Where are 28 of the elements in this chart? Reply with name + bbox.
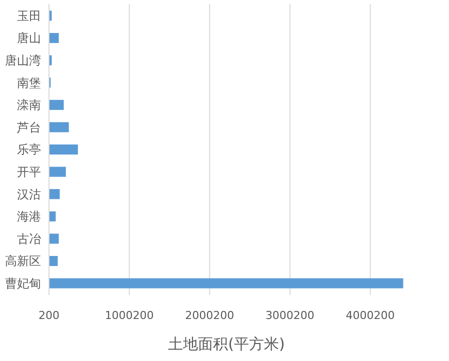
y-tick-label: 曹妃甸: [5, 276, 41, 290]
y-tick-label: 玉田: [17, 8, 41, 23]
bar: [49, 100, 64, 110]
y-tick-label: 芦台: [17, 120, 41, 134]
bar: [49, 32, 59, 44]
bar: [49, 122, 69, 132]
x-tick-label: 2000200: [185, 309, 234, 322]
y-tick-label: 滦南: [17, 98, 41, 112]
y-tick-label: 南堡: [17, 76, 41, 90]
y-tick-label: 古冶: [17, 232, 41, 246]
x-tick-label: 1000200: [104, 309, 154, 322]
bar: [49, 144, 78, 155]
bar: [49, 166, 66, 177]
bar: [49, 234, 59, 244]
bar: [49, 256, 58, 266]
y-tick-label: 乐亭: [17, 142, 41, 157]
y-tick-label: 高新区: [5, 254, 41, 268]
y-tick-label: 开平: [17, 165, 41, 179]
x-tick-label: 4000200: [346, 309, 395, 322]
x-tick-label: 3000200: [265, 309, 314, 322]
bar: [49, 278, 404, 288]
x-tick-label: 200: [38, 309, 60, 322]
bar: [49, 189, 60, 200]
y-tick-label: 海港: [17, 210, 41, 224]
y-tick-label: 唐山: [17, 31, 41, 46]
x-axis-title: 土地面积(平方米): [168, 335, 285, 353]
y-tick-label: 唐山湾: [5, 54, 41, 68]
y-tick-label: 汉沽: [17, 187, 41, 202]
